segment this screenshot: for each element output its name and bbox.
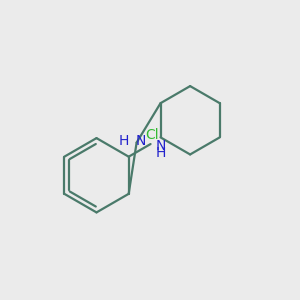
Text: N: N (156, 139, 166, 153)
Text: H: H (119, 134, 129, 148)
Text: Cl: Cl (145, 128, 159, 142)
Text: H: H (156, 146, 166, 160)
Text: N: N (135, 134, 146, 148)
